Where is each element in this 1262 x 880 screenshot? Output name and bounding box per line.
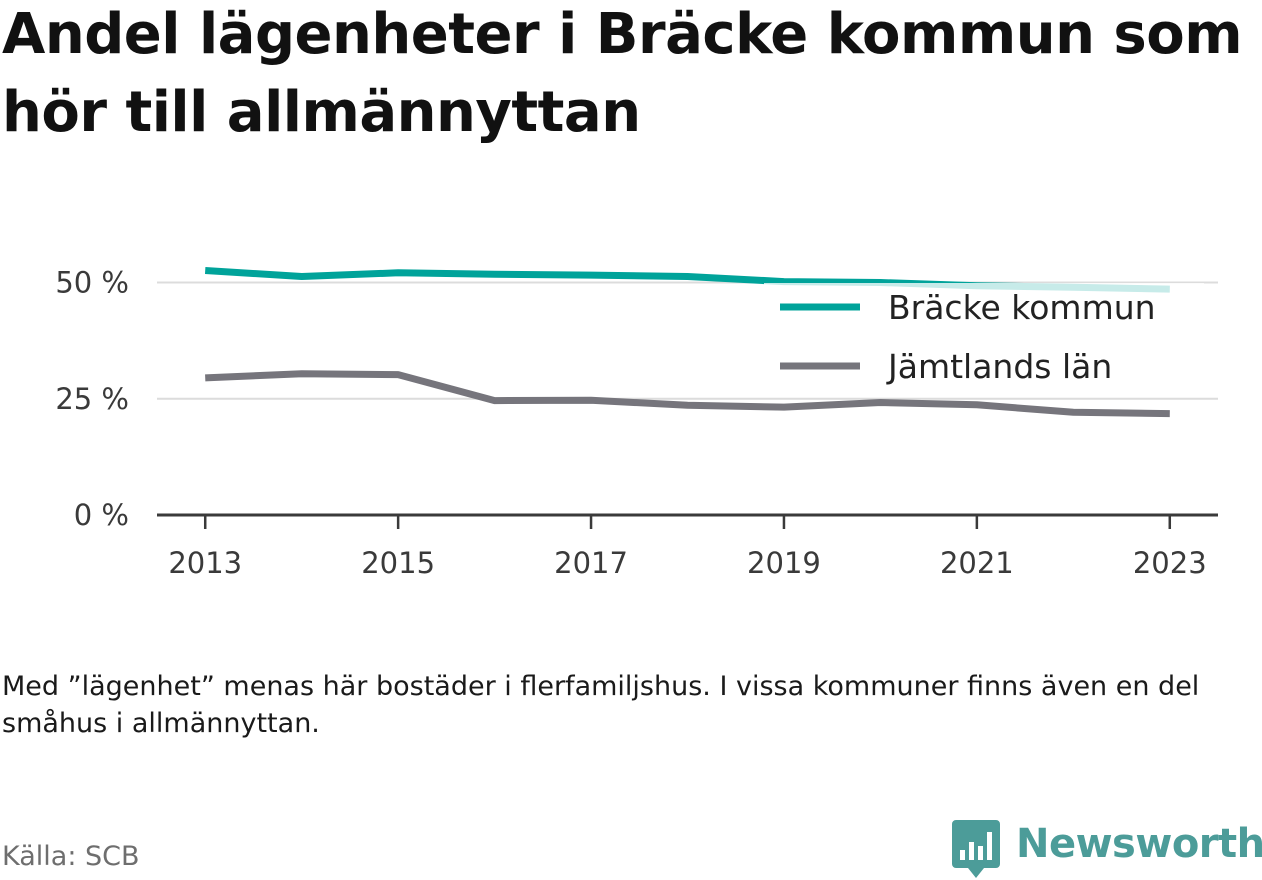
y-tick-label: 0 %	[74, 498, 129, 532]
x-tick-label: 2017	[554, 546, 628, 580]
x-tick-label: 2023	[1133, 546, 1207, 580]
x-tick-label: 2021	[940, 546, 1014, 580]
x-tick-label: 2015	[361, 546, 435, 580]
brand-name: Newsworthy	[1016, 821, 1262, 867]
y-axis: 0 % 25 % 50 %	[55, 266, 129, 532]
legend: Bräcke kommun Jämtlands län	[764, 283, 1204, 393]
x-tick-label: 2019	[747, 546, 821, 580]
x-axis: 2013 2015 2017 2019 2021 2023	[157, 513, 1218, 580]
chart-note: Med ”lägenhet” menas här bostäder i fler…	[2, 671, 1200, 739]
legend-label: Jämtlands län	[886, 347, 1112, 386]
source-credit: Källa: SCB	[2, 841, 140, 872]
series-line-1	[205, 370, 1170, 418]
bar-chart-speech-bubble-icon	[952, 820, 1000, 878]
legend-label: Bräcke kommun	[888, 288, 1156, 327]
legend-background	[764, 283, 1204, 393]
newsworthy-logo: Newsworthy	[950, 818, 1262, 880]
chart-title: Andel lägenheter i Bräcke kommun som hör…	[2, 2, 1243, 145]
grid-lines	[157, 281, 1218, 400]
y-tick-label: 25 %	[55, 382, 129, 416]
x-tick-label: 2013	[168, 546, 242, 580]
y-tick-label: 50 %	[55, 266, 129, 300]
